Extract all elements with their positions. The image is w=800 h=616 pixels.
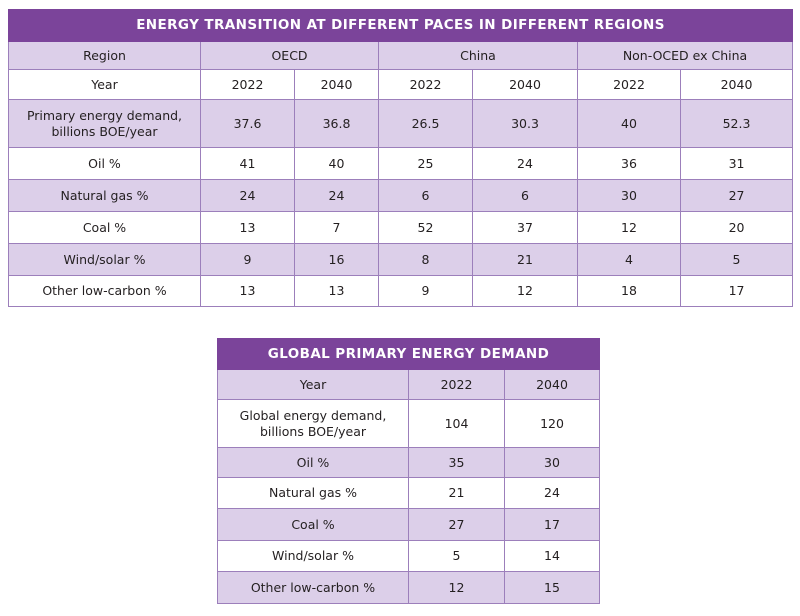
value-cell: 25 xyxy=(378,147,473,180)
table-title: GLOBAL PRIMARY ENERGY DEMAND xyxy=(217,338,600,370)
value-cell: 16 xyxy=(294,243,379,276)
table-row: Primary energy demand, billions BOE/year… xyxy=(8,99,794,148)
table-row: Other low-carbon % 13 13 9 12 18 17 xyxy=(8,275,794,307)
region-oecd: OECD xyxy=(200,41,379,70)
value-cell: 17 xyxy=(504,508,600,541)
row-label: Coal % xyxy=(8,211,201,244)
table-row: Global energy demand, billions BOE/year 1… xyxy=(217,399,600,448)
row-label: Natural gas % xyxy=(8,179,201,212)
year-cell: 2040 xyxy=(504,369,600,400)
value-cell: 52.3 xyxy=(679,99,794,148)
value-cell: 24 xyxy=(200,179,295,212)
year-header: Year xyxy=(217,369,409,400)
region-china: China xyxy=(378,41,578,70)
year-cell: 2040 xyxy=(294,69,379,100)
value-cell: 37 xyxy=(472,211,578,244)
value-cell: 35 xyxy=(408,447,505,478)
value-cell: 40 xyxy=(577,99,681,148)
value-cell: 104 xyxy=(408,399,505,448)
value-cell: 26.5 xyxy=(378,99,473,148)
year-cell: 2022 xyxy=(378,69,473,100)
row-label: Primary energy demand, billions BOE/year xyxy=(8,99,201,148)
year-cell: 2040 xyxy=(472,69,578,100)
table-row: Oil % 35 30 xyxy=(217,447,600,478)
year-cell: 2022 xyxy=(408,369,505,400)
value-cell: 6 xyxy=(472,179,578,212)
year-cell: 2040 xyxy=(679,69,794,100)
row-label: Oil % xyxy=(217,447,409,478)
value-cell: 41 xyxy=(200,147,295,180)
value-cell: 15 xyxy=(504,571,600,604)
value-cell: 7 xyxy=(294,211,379,244)
value-cell: 13 xyxy=(200,211,295,244)
value-cell: 36.8 xyxy=(294,99,379,148)
value-cell: 21 xyxy=(408,477,505,509)
value-cell: 17 xyxy=(679,275,794,307)
value-cell: 18 xyxy=(577,275,681,307)
value-cell: 6 xyxy=(378,179,473,212)
row-label: Oil % xyxy=(8,147,201,180)
value-cell: 30 xyxy=(577,179,681,212)
value-cell: 31 xyxy=(679,147,794,180)
regional-energy-table: ENERGY TRANSITION AT DIFFERENT PACES IN … xyxy=(7,9,794,307)
table-row: Coal % 27 17 xyxy=(217,508,600,541)
value-cell: 120 xyxy=(504,399,600,448)
value-cell: 13 xyxy=(294,275,379,307)
value-cell: 12 xyxy=(577,211,681,244)
row-label: Coal % xyxy=(217,508,409,541)
value-cell: 24 xyxy=(504,477,600,509)
year-cell: 2022 xyxy=(200,69,295,100)
value-cell: 27 xyxy=(679,179,794,212)
value-cell: 52 xyxy=(378,211,473,244)
value-cell: 37.6 xyxy=(200,99,295,148)
table-title: ENERGY TRANSITION AT DIFFERENT PACES IN … xyxy=(7,9,794,42)
row-label: Global energy demand, billions BOE/year xyxy=(217,399,409,448)
region-non-oecd: Non-OCED ex China xyxy=(576,41,794,70)
table-row: Natural gas % 24 24 6 6 30 27 xyxy=(8,179,794,212)
value-cell: 14 xyxy=(504,540,600,572)
value-cell: 30 xyxy=(504,447,600,478)
value-cell: 21 xyxy=(472,243,578,276)
value-cell: 40 xyxy=(294,147,379,180)
value-cell: 9 xyxy=(378,275,473,307)
row-label: Natural gas % xyxy=(217,477,409,509)
value-cell: 12 xyxy=(472,275,578,307)
year-cell: 2022 xyxy=(577,69,681,100)
value-cell: 8 xyxy=(378,243,473,276)
value-cell: 9 xyxy=(200,243,295,276)
value-cell: 27 xyxy=(408,508,505,541)
value-cell: 13 xyxy=(200,275,295,307)
year-header: Year xyxy=(8,69,201,100)
value-cell: 12 xyxy=(408,571,505,604)
table-row: Oil % 41 40 25 24 36 31 xyxy=(8,147,794,180)
value-cell: 5 xyxy=(408,540,505,572)
value-cell: 5 xyxy=(679,243,794,276)
table-row: Coal % 13 7 52 37 12 20 xyxy=(8,211,794,244)
value-cell: 30.3 xyxy=(472,99,578,148)
row-label: Wind/solar % xyxy=(217,540,409,572)
value-cell: 24 xyxy=(294,179,379,212)
row-label: Wind/solar % xyxy=(8,243,201,276)
global-energy-table: GLOBAL PRIMARY ENERGY DEMAND Year 2022 204… xyxy=(217,338,600,604)
table-row: Wind/solar % 5 14 xyxy=(217,540,600,572)
row-label: Other low-carbon % xyxy=(8,275,201,307)
value-cell: 24 xyxy=(472,147,578,180)
table-row: Other low-carbon % 12 15 xyxy=(217,571,600,604)
table-row: Wind/solar % 9 16 8 21 4 5 xyxy=(8,243,794,276)
row-label: Other low-carbon % xyxy=(217,571,409,604)
value-cell: 4 xyxy=(577,243,681,276)
value-cell: 20 xyxy=(679,211,794,244)
value-cell: 36 xyxy=(577,147,681,180)
table-row: Natural gas % 21 24 xyxy=(217,477,600,509)
region-header: Region xyxy=(8,41,201,70)
